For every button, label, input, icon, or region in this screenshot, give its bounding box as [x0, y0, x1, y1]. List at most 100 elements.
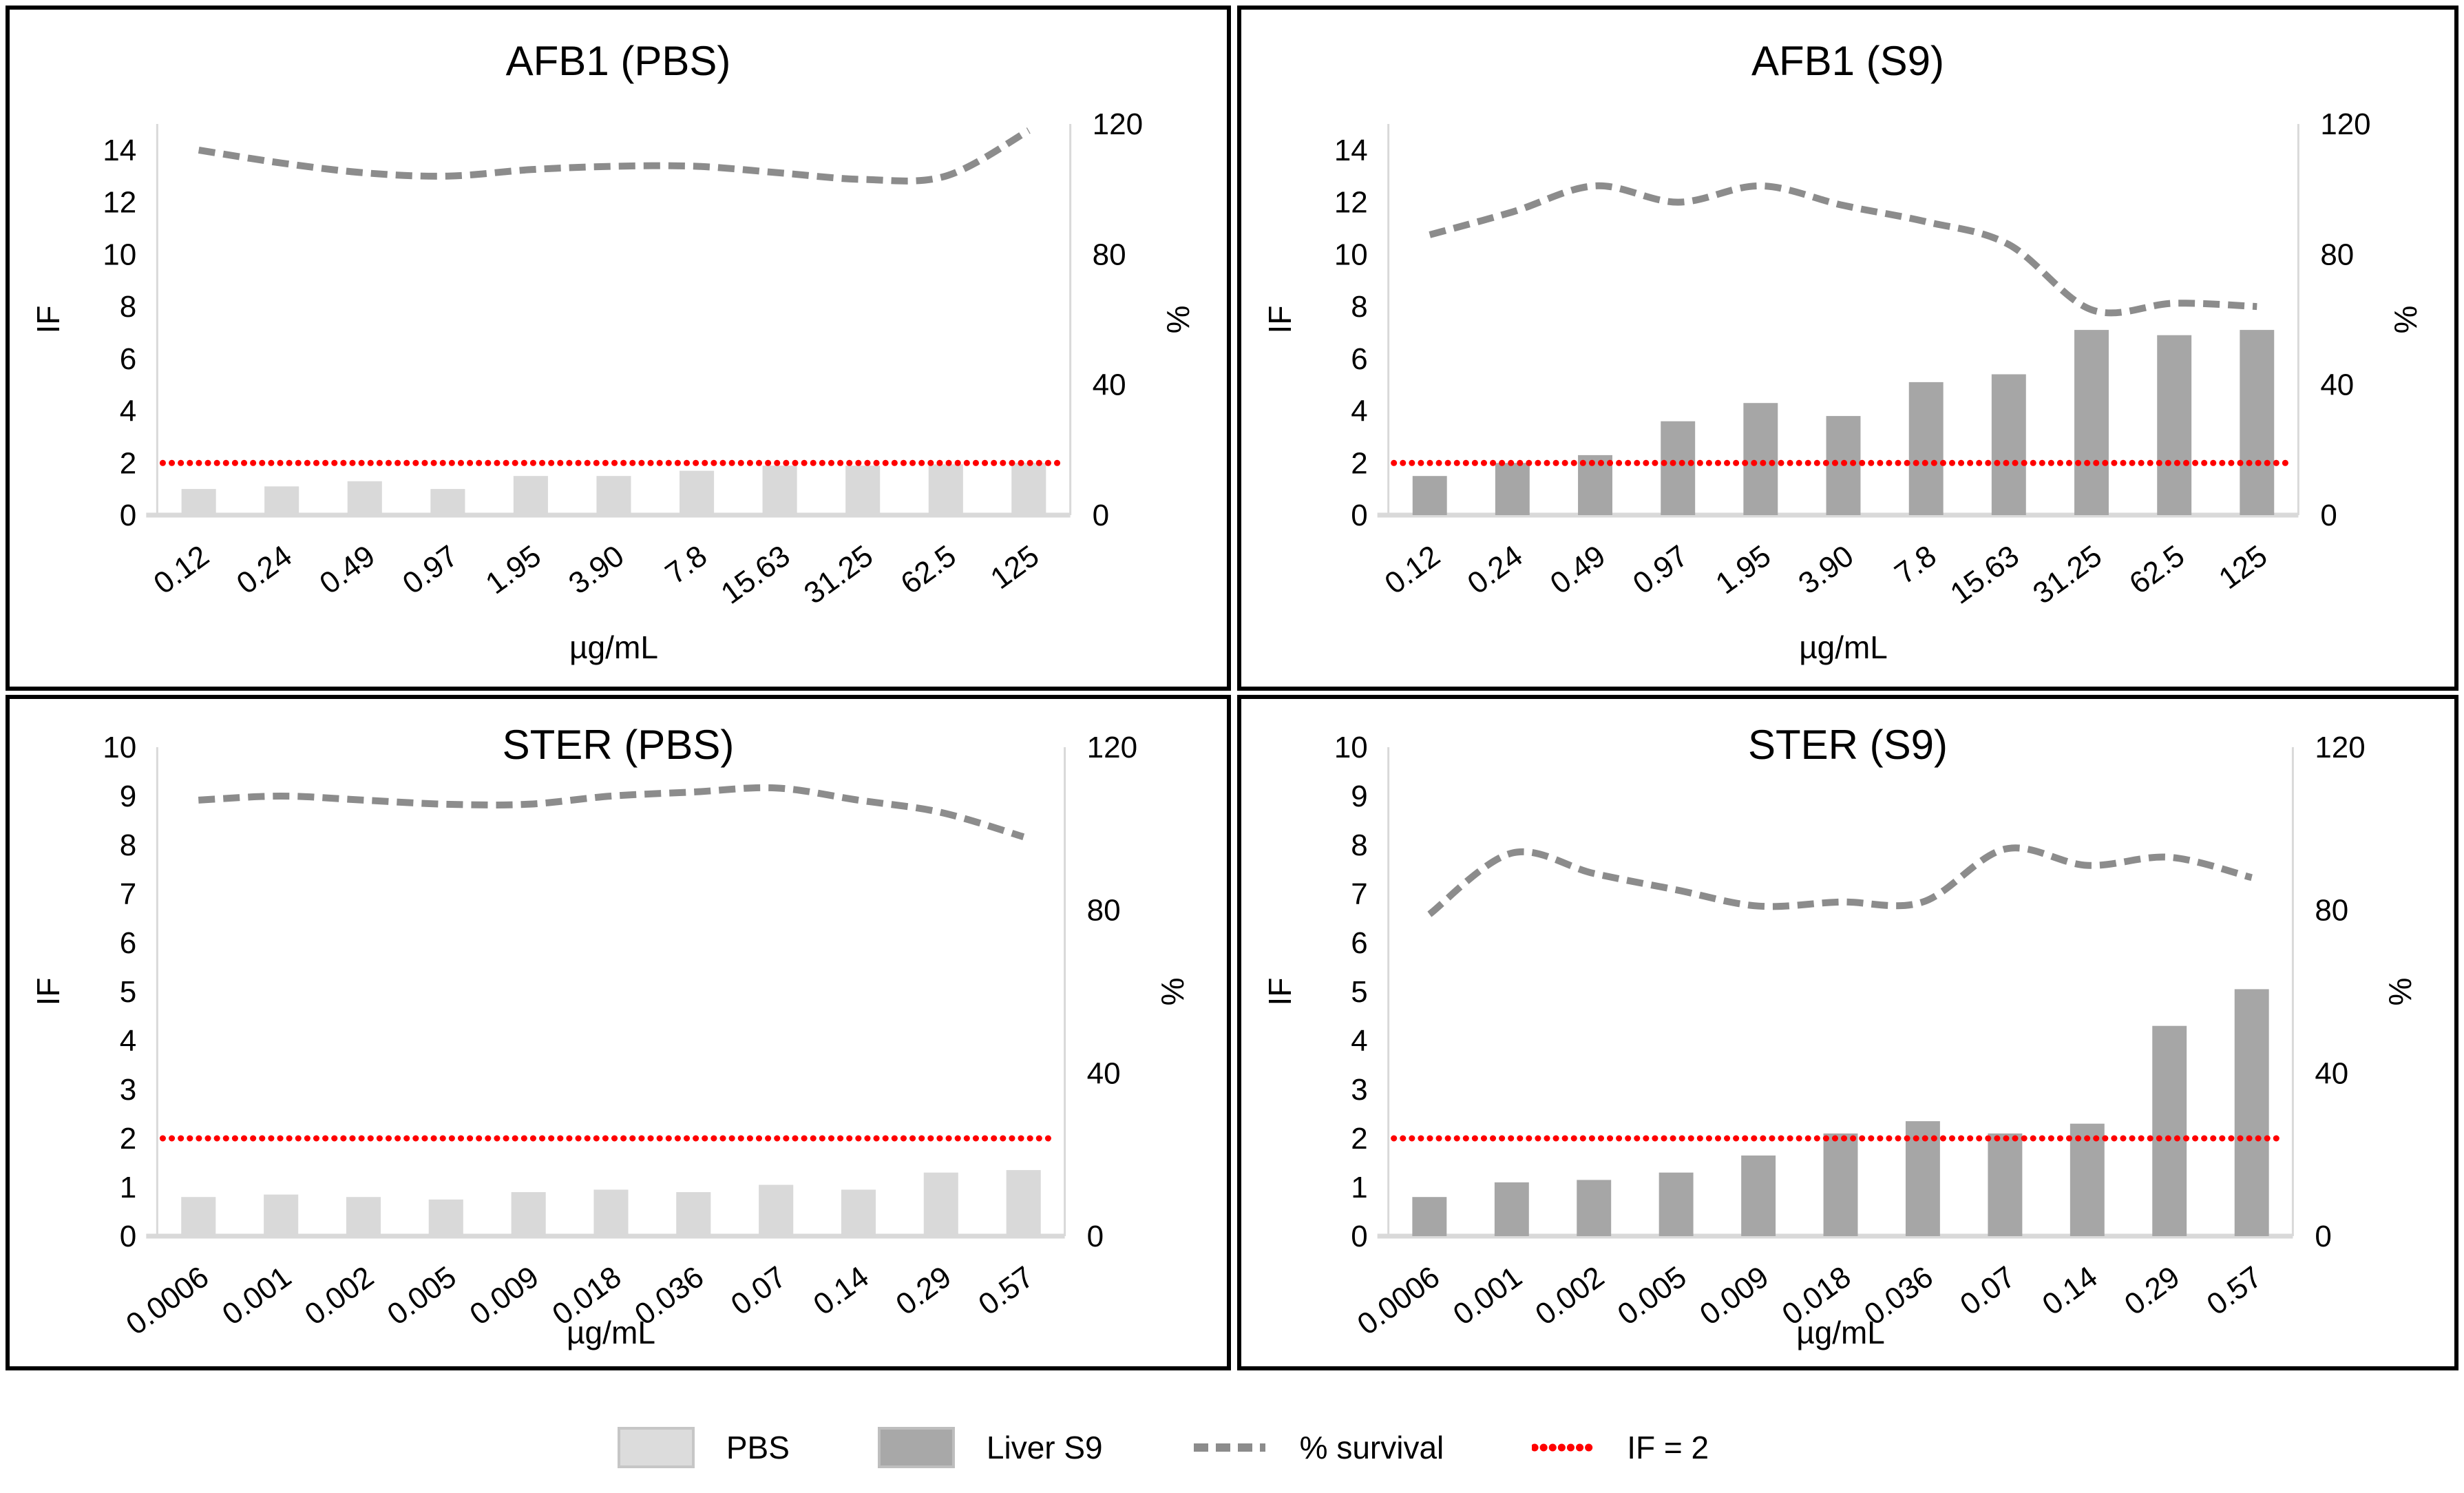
- svg-text:120: 120: [1087, 731, 1138, 764]
- right-axis-ticks: 0 40 80 120: [2320, 107, 2370, 532]
- x-axis-title: µg/mL: [567, 1315, 655, 1350]
- chart-title-afb1-s9: AFB1 (S9): [1751, 38, 1945, 84]
- svg-text:0.07: 0.07: [725, 1260, 792, 1322]
- x-axis-title: µg/mL: [569, 629, 658, 665]
- bar: [1577, 1180, 1612, 1236]
- bar: [430, 489, 465, 515]
- legend-label-liver-s9: Liver S9: [986, 1430, 1103, 1465]
- svg-text:12: 12: [103, 186, 136, 220]
- svg-text:10: 10: [103, 731, 136, 764]
- bar: [2234, 989, 2269, 1236]
- right-axis-ticks: 0 40 80 120: [2315, 731, 2365, 1253]
- svg-text:0.009: 0.009: [1694, 1260, 1775, 1331]
- svg-text:0.14: 0.14: [2036, 1260, 2104, 1322]
- svg-text:0: 0: [1351, 1220, 1367, 1253]
- bar: [346, 1197, 381, 1236]
- bar: [1661, 421, 1696, 515]
- svg-text:40: 40: [2315, 1056, 2348, 1090]
- left-axis-ticks: 0 2 4 6 8 10 12 14: [1334, 134, 1368, 532]
- svg-text:7: 7: [120, 877, 137, 911]
- svg-text:0.24: 0.24: [1462, 539, 1529, 601]
- svg-text:0.14: 0.14: [808, 1260, 875, 1322]
- chart-title-ster-pbs: STER (PBS): [502, 722, 735, 768]
- bar: [1741, 1155, 1776, 1236]
- svg-text:3: 3: [1351, 1073, 1367, 1107]
- svg-text:6: 6: [120, 926, 137, 960]
- bars-liver-s9: [1412, 989, 2269, 1236]
- bar: [181, 489, 216, 515]
- svg-text:3.90: 3.90: [1792, 539, 1860, 601]
- bar: [593, 1189, 629, 1236]
- svg-text:1: 1: [120, 1171, 137, 1204]
- survival-line: [1429, 182, 2257, 317]
- svg-text:14: 14: [103, 134, 136, 167]
- svg-text:0: 0: [1351, 499, 1367, 532]
- svg-text:8: 8: [1351, 828, 1367, 862]
- panel-afb1-s9: AFB1 (S9) 0 2 4 6 8 10 12 14 0 40 80 120 IF% 0.12 0.24…: [1237, 6, 2458, 691]
- svg-text:0.002: 0.002: [1529, 1260, 1610, 1331]
- svg-text:5: 5: [1351, 975, 1367, 1009]
- left-axis-title: IF: [1262, 306, 1298, 334]
- svg-text:0.002: 0.002: [299, 1260, 380, 1331]
- svg-text:1.95: 1.95: [480, 539, 547, 601]
- svg-text:0: 0: [120, 1220, 137, 1253]
- svg-text:0.49: 0.49: [1544, 539, 1612, 601]
- svg-text:14: 14: [1334, 134, 1368, 167]
- svg-text:7: 7: [1351, 877, 1367, 911]
- svg-text:4: 4: [1351, 394, 1367, 428]
- legend-item-if-2: IF = 2: [1532, 1429, 1709, 1466]
- svg-text:15.63: 15.63: [1944, 539, 2025, 610]
- bar: [2070, 1123, 2105, 1236]
- chart-title-afb1-pbs: AFB1 (PBS): [505, 38, 731, 84]
- survival-line: [1427, 844, 2253, 917]
- svg-text:2: 2: [1351, 446, 1367, 480]
- svg-text:120: 120: [1093, 107, 1144, 141]
- bar: [1743, 403, 1778, 515]
- svg-text:0: 0: [2320, 499, 2337, 532]
- bar: [2152, 1025, 2187, 1236]
- svg-text:0.0006: 0.0006: [120, 1260, 215, 1341]
- bar: [1823, 1133, 1858, 1236]
- svg-text:0.005: 0.005: [381, 1260, 463, 1331]
- svg-text:8: 8: [120, 290, 137, 324]
- svg-text:8: 8: [120, 828, 137, 862]
- panel-ster-s9: STER (S9) 0 1 2 3 4 5 6 7 8 9 10 0 40 80 120 IF% 0.0006 0…: [1237, 695, 2458, 1370]
- x-axis-labels: 0.12 0.24 0.49 0.97 1.95 3.90 7.8 15.63 31.25 62.…: [147, 539, 1045, 610]
- bar: [428, 1199, 463, 1236]
- x-axis-title: µg/mL: [1796, 1315, 1885, 1350]
- bar: [841, 1189, 876, 1236]
- bar: [759, 1184, 794, 1236]
- svg-text:1: 1: [1351, 1171, 1367, 1204]
- svg-text:62.5: 62.5: [895, 539, 962, 601]
- svg-text:0.57: 0.57: [972, 1260, 1040, 1322]
- bar: [513, 476, 548, 515]
- svg-text:0.24: 0.24: [231, 539, 298, 601]
- x-axis-title: µg/mL: [1799, 629, 1888, 665]
- svg-text:10: 10: [1334, 238, 1368, 271]
- svg-text:6: 6: [1351, 342, 1367, 376]
- bar: [181, 1197, 216, 1236]
- bar: [1412, 476, 1447, 515]
- svg-text:0.001: 0.001: [1447, 1260, 1528, 1331]
- svg-text:31.25: 31.25: [2027, 539, 2108, 610]
- bar: [1988, 1133, 2023, 1236]
- bars-pbs: [181, 1170, 1041, 1236]
- bar: [762, 466, 797, 515]
- svg-text:62.5: 62.5: [2123, 539, 2191, 601]
- svg-text:0.12: 0.12: [1379, 539, 1446, 601]
- survival-line: [198, 127, 1031, 185]
- legend-label-if-2: IF = 2: [1627, 1430, 1709, 1465]
- legend-item-liver-s9: Liver S9: [877, 1427, 1103, 1468]
- svg-text:0.001: 0.001: [216, 1260, 297, 1331]
- bar: [928, 464, 963, 515]
- legend-label-survival: % survival: [1299, 1430, 1444, 1465]
- svg-text:8: 8: [1351, 290, 1367, 324]
- right-axis-title: %: [2382, 978, 2418, 1006]
- legend-label-pbs: PBS: [726, 1430, 790, 1465]
- legend-swatch-liver-s9: [877, 1427, 955, 1468]
- svg-text:120: 120: [2315, 731, 2365, 764]
- bar: [264, 486, 299, 515]
- svg-text:0.29: 0.29: [2118, 1260, 2186, 1322]
